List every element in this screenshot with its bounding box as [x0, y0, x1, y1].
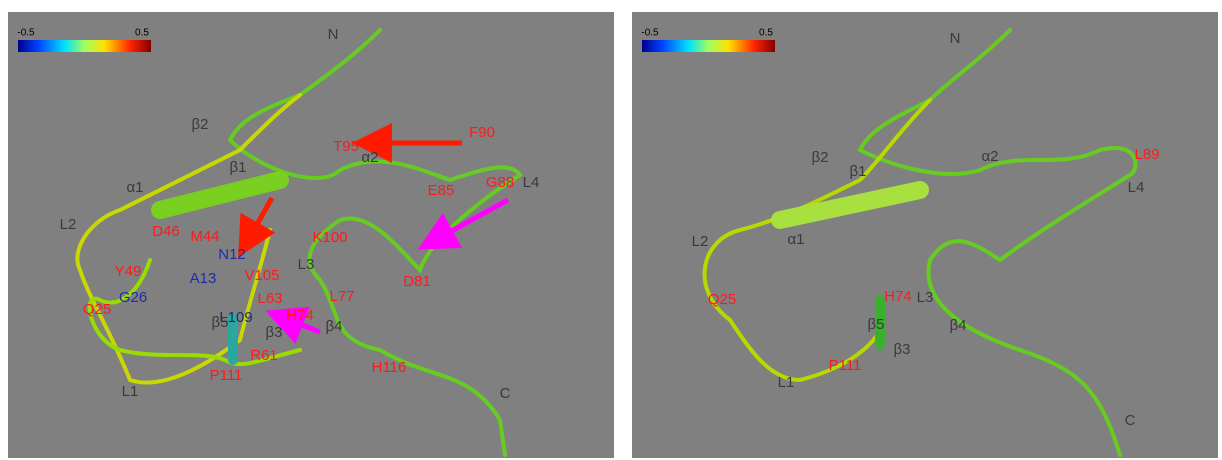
residue-label: L1: [778, 374, 795, 391]
residue-label: α1: [787, 231, 804, 248]
residue-label: Q25: [83, 301, 111, 318]
color-bar: [18, 40, 151, 52]
residue-label: H74: [286, 307, 314, 324]
residue-label: F90: [469, 124, 495, 141]
color-bar: [642, 40, 775, 52]
residue-label: C: [500, 385, 511, 402]
color-bar-max: 0.5: [759, 28, 773, 39]
color-bar-min: -0.5: [641, 28, 659, 39]
residue-label: β1: [850, 163, 867, 180]
residue-label: L3: [298, 256, 315, 273]
residue-label: D46: [152, 223, 180, 240]
figure: -0.50.5Nβ2β1α1α2T95F90L2L4E85G88D46M44Y4…: [0, 0, 1222, 460]
residue-label: P111: [829, 357, 862, 374]
residue-label: L2: [60, 216, 77, 233]
residue-label: N: [950, 30, 961, 47]
residue-label: β5: [212, 314, 229, 331]
residue-label: Y49: [115, 263, 142, 280]
residue-label: A13: [190, 270, 217, 287]
residue-label: β1: [230, 159, 247, 176]
residue-label: β2: [192, 116, 209, 133]
residue-label: V105: [244, 267, 279, 284]
residue-label: T95: [333, 138, 359, 155]
color-bar-max: 0.5: [135, 28, 149, 39]
residue-label: Q25: [708, 291, 736, 308]
residue-label: N: [328, 26, 339, 43]
residue-label: L77: [329, 288, 354, 305]
residue-label: β4: [950, 317, 967, 334]
color-bar-min: -0.5: [17, 28, 35, 39]
residue-label: H116: [372, 359, 407, 376]
residue-label: E85: [428, 182, 455, 199]
residue-label: α1: [126, 179, 143, 196]
residue-label: N12: [218, 246, 246, 263]
residue-label: K100: [312, 229, 347, 246]
residue-label: L63: [257, 290, 282, 307]
panel-background: [632, 12, 1218, 458]
residue-label: α2: [981, 148, 998, 165]
residue-label: L3: [917, 289, 934, 306]
residue-label: H74: [884, 288, 912, 305]
residue-label: α2: [361, 149, 378, 166]
residue-label: L89: [1134, 146, 1159, 163]
residue-label: β3: [266, 324, 283, 341]
residue-label: β2: [812, 149, 829, 166]
residue-label: G26: [119, 289, 147, 306]
residue-label: L4: [523, 174, 540, 191]
residue-label: P111: [210, 367, 243, 384]
residue-label: L1: [122, 383, 139, 400]
residue-label: L4: [1128, 179, 1145, 196]
residue-label: G88: [486, 174, 514, 191]
residue-label: β4: [326, 318, 343, 335]
residue-label: β5: [868, 316, 885, 333]
page: {"panels": [ {"colorbar": {"min": -0.5, …: [0, 0, 1222, 460]
residue-label: β3: [894, 341, 911, 358]
residue-label: C: [1125, 412, 1136, 429]
residue-label: D81: [403, 273, 431, 290]
residue-label: R61: [250, 347, 278, 364]
residue-label: L2: [692, 233, 709, 250]
residue-label: M44: [190, 228, 219, 245]
panel-background: [8, 12, 614, 458]
